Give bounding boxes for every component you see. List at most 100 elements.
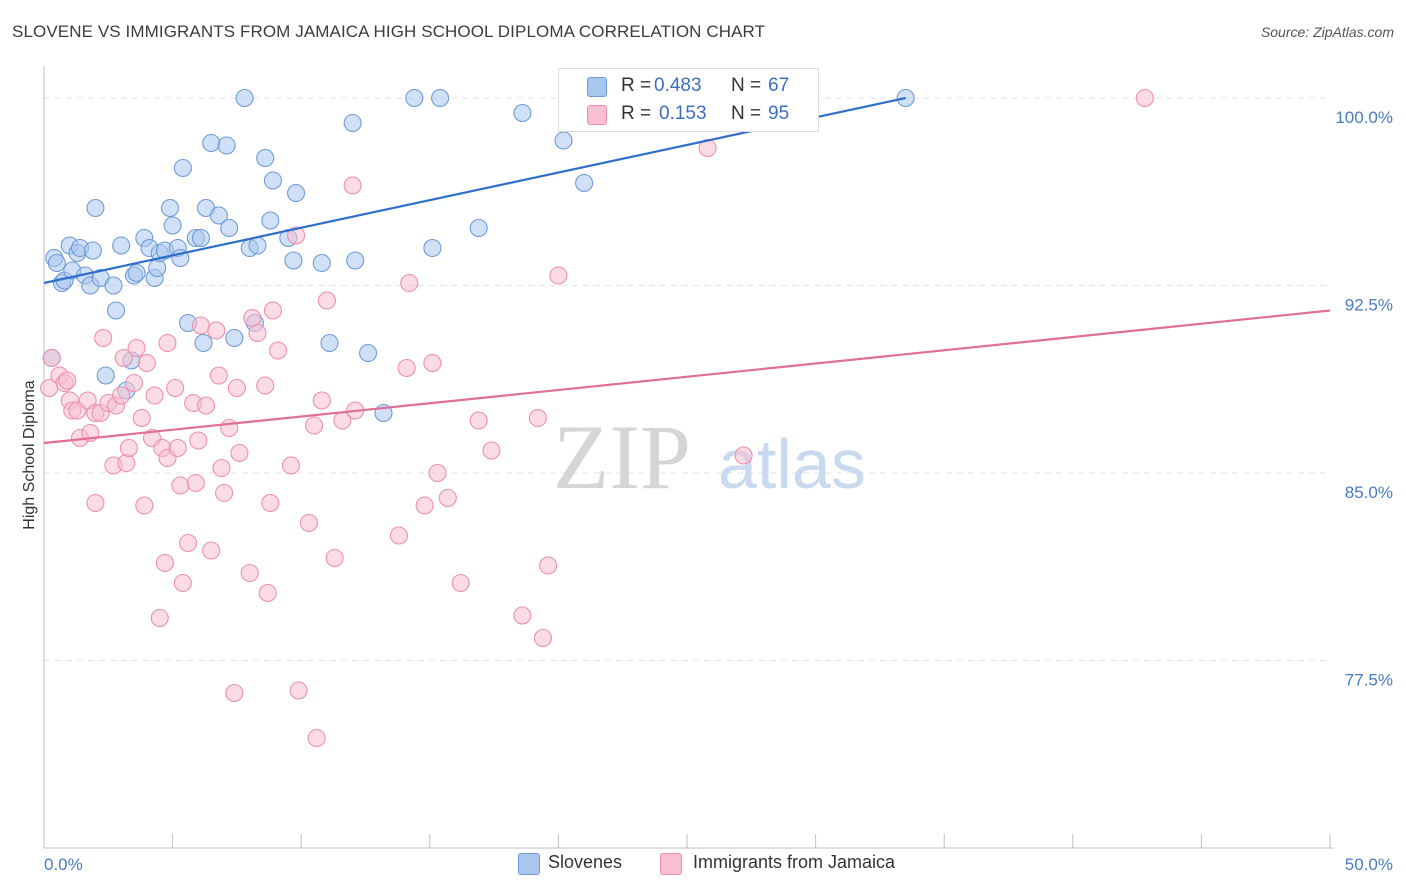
data-point	[166, 378, 185, 398]
data-point	[289, 681, 308, 700]
y-tick-label: 85.0%	[1345, 483, 1393, 502]
watermark: ZIP atlas	[553, 406, 866, 508]
data-point	[212, 458, 231, 478]
data-point	[191, 316, 210, 335]
series-jamaica-points	[40, 88, 1154, 748]
data-point	[317, 291, 336, 310]
data-point	[299, 513, 318, 533]
data-point	[575, 173, 594, 193]
data-point	[227, 378, 246, 398]
data-point	[194, 333, 213, 353]
data-point	[168, 438, 187, 458]
data-point	[96, 366, 115, 385]
data-point	[207, 321, 226, 340]
data-point	[469, 411, 488, 430]
data-point	[163, 216, 182, 235]
legend-r-value: 0.483	[654, 75, 702, 96]
y-axis-label: High School Diploma	[21, 380, 38, 530]
data-point	[225, 683, 244, 703]
data-point	[202, 133, 221, 153]
data-point	[320, 333, 339, 353]
data-point	[423, 238, 442, 258]
data-point	[469, 218, 488, 238]
data-point	[400, 273, 419, 293]
legend-r-label: R =	[621, 75, 652, 96]
legend-row-jamaica: R = 0.153 N = 95	[559, 101, 818, 129]
data-point	[346, 251, 365, 270]
data-point	[269, 341, 288, 360]
data-point	[196, 396, 216, 415]
data-point	[160, 198, 180, 218]
data-point	[549, 266, 568, 285]
data-point	[240, 563, 259, 583]
data-point	[173, 158, 192, 178]
data-point	[312, 391, 331, 410]
data-point	[312, 253, 331, 273]
data-point	[405, 88, 424, 108]
data-point	[104, 276, 123, 295]
data-point	[423, 353, 442, 373]
data-point	[307, 728, 326, 748]
bottom-legend-label-slovenes: Slovenes	[548, 852, 623, 872]
data-point	[186, 473, 205, 493]
data-point	[513, 606, 532, 625]
y-tick-label: 92.5%	[1345, 296, 1393, 315]
data-point	[284, 251, 303, 270]
trend-line	[43, 309, 1331, 445]
data-point	[189, 431, 208, 450]
data-point	[86, 493, 105, 513]
data-point	[513, 103, 532, 123]
data-point	[106, 301, 126, 320]
data-point	[256, 148, 275, 168]
data-point	[158, 333, 177, 353]
data-point	[178, 533, 198, 553]
legend-r-label: R =	[621, 103, 652, 124]
data-point	[112, 236, 131, 255]
data-point	[173, 573, 192, 593]
data-point	[325, 548, 344, 568]
data-point	[209, 206, 228, 225]
data-point	[94, 328, 113, 348]
data-point	[114, 348, 133, 368]
source-label: Source: ZipAtlas.com	[1260, 24, 1394, 40]
watermark-atlas: atlas	[718, 425, 866, 503]
data-point	[287, 183, 306, 203]
data-point	[124, 373, 144, 393]
chart-title: SLOVENE VS IMMIGRANTS FROM JAMAICA HIGH …	[12, 22, 766, 41]
data-point	[42, 348, 61, 368]
data-point	[343, 176, 362, 195]
data-point	[112, 386, 131, 405]
data-point	[235, 88, 254, 108]
gridlines	[44, 97, 1330, 661]
data-point	[451, 573, 470, 593]
legend-row-slovenes: R = 0.483 N = 67	[559, 73, 818, 101]
data-point	[281, 456, 300, 475]
data-point	[389, 526, 408, 545]
y-tick-label: 100.0%	[1335, 108, 1393, 127]
data-point	[209, 366, 228, 385]
data-point	[305, 416, 324, 435]
data-point	[86, 198, 105, 218]
data-point	[225, 328, 244, 348]
legend: R = 0.483 N = 67 R = 0.153 N = 95	[558, 68, 819, 132]
legend-swatch-slovenes	[587, 77, 607, 97]
data-point	[261, 493, 280, 513]
axes	[43, 66, 1334, 849]
data-point	[554, 131, 573, 150]
data-point	[397, 358, 416, 378]
data-point	[359, 343, 378, 363]
data-point	[58, 371, 77, 390]
y-tick-label: 77.5%	[1345, 671, 1393, 690]
data-point	[415, 496, 434, 515]
data-point	[148, 258, 167, 278]
data-point	[230, 443, 249, 463]
data-point	[243, 308, 262, 328]
data-point	[119, 438, 138, 458]
data-point	[155, 553, 174, 573]
data-point	[256, 376, 275, 395]
data-point	[137, 353, 156, 373]
data-point	[539, 556, 558, 575]
data-point	[248, 323, 267, 343]
x-tick-label-min: 0.0%	[44, 855, 83, 874]
legend-swatch-jamaica	[587, 105, 607, 125]
